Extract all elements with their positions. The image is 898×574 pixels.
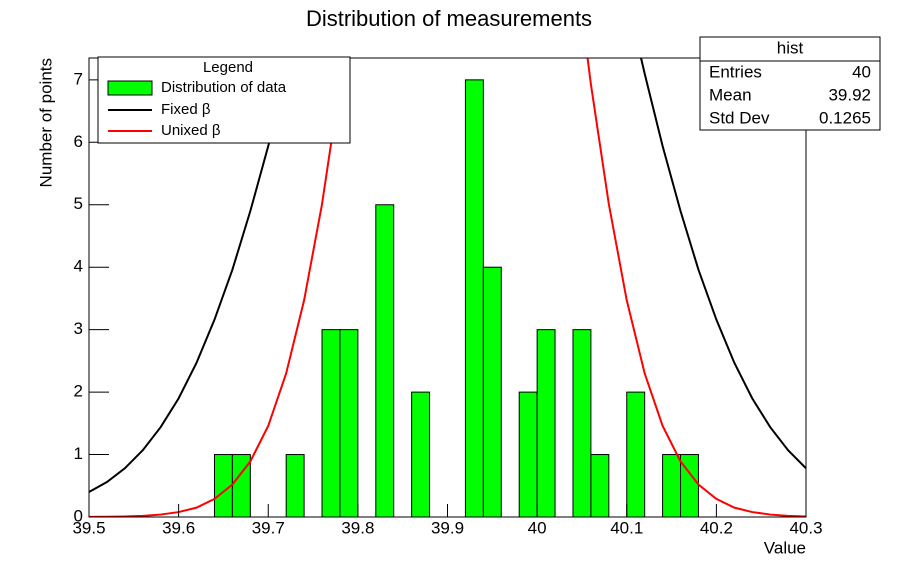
bar [375, 204, 395, 518]
bar [285, 454, 305, 518]
y-tick-label: 2 [74, 382, 83, 401]
y-tick-label: 0 [74, 506, 83, 525]
stats-title: hist [777, 38, 804, 57]
x-tick-label: 40.1 [610, 518, 643, 537]
legend-label: Distribution of data [161, 79, 287, 96]
y-tick-label: 6 [74, 132, 83, 151]
stats-key: Mean [709, 85, 752, 104]
x-tick-label: 39.5 [72, 518, 105, 537]
fit-line [89, 58, 806, 493]
stats-value: 40 [852, 62, 871, 81]
x-tick-label: 40.3 [789, 518, 822, 537]
bar [321, 329, 341, 518]
bar [626, 391, 646, 518]
bar [590, 454, 610, 518]
bar [482, 266, 502, 518]
x-tick-label: 39.9 [431, 518, 464, 537]
x-tick-label: 40 [528, 518, 547, 537]
legend-label: Unixed β [161, 122, 221, 139]
x-tick-label: 40.2 [700, 518, 733, 537]
curves [89, 58, 806, 517]
stats-box [699, 36, 881, 131]
chart-title: Distribution of measurements [306, 6, 592, 31]
y-tick-label: 5 [74, 194, 83, 213]
fit-line [89, 58, 806, 517]
legend-label: Fixed β [161, 101, 211, 118]
bar [518, 391, 538, 518]
bar [536, 329, 556, 518]
bar [464, 79, 484, 518]
legend-title: Legend [203, 59, 253, 76]
stats-key: Std Dev [709, 108, 770, 127]
legend-swatch [107, 80, 153, 96]
y-tick-label: 1 [74, 444, 83, 463]
stats-value: 39.92 [828, 85, 871, 104]
stats-key: Entries [709, 62, 762, 81]
bar [572, 329, 592, 518]
stats-value: 0.1265 [819, 108, 871, 127]
bar [411, 391, 431, 518]
x-tick-label: 39.7 [252, 518, 285, 537]
y-axis-label: Number of points [36, 58, 55, 187]
y-tick-label: 3 [74, 319, 83, 338]
x-axis-label: Value [764, 538, 806, 557]
y-tick-label: 7 [74, 69, 83, 88]
bar [339, 329, 359, 518]
x-tick-label: 39.8 [341, 518, 374, 537]
y-tick-label: 4 [74, 257, 83, 276]
x-tick-label: 39.6 [162, 518, 195, 537]
bar [662, 454, 682, 518]
legend-box [97, 56, 351, 144]
